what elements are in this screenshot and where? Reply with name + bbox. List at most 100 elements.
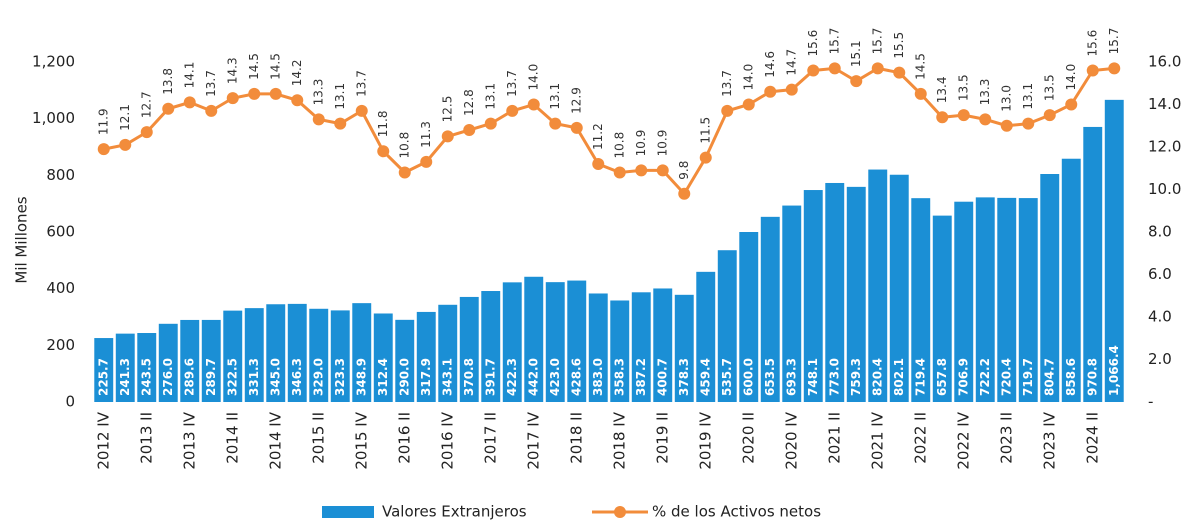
bar-value-label: 720.4 bbox=[999, 358, 1013, 396]
x-tick-label: 2017 IV bbox=[524, 411, 542, 469]
line-point bbox=[807, 64, 820, 77]
bar-value-label: 459.4 bbox=[698, 358, 712, 396]
y2-tick-label: - bbox=[1148, 393, 1153, 411]
line-point bbox=[312, 113, 325, 126]
line-value-label: 11.5 bbox=[698, 117, 712, 144]
line-point bbox=[785, 83, 798, 96]
x-tick-label: 2013 II bbox=[137, 412, 155, 464]
x-tick-label: 2014 II bbox=[223, 412, 241, 464]
y2-tick-label: 4.0 bbox=[1148, 308, 1172, 326]
line-point bbox=[226, 92, 239, 105]
line-point bbox=[549, 117, 562, 130]
x-tick-label: 2018 II bbox=[567, 412, 585, 464]
bar bbox=[997, 197, 1017, 402]
bar-value-label: 241.3 bbox=[118, 358, 132, 396]
bar-value-label: 804.7 bbox=[1042, 358, 1056, 396]
bar bbox=[889, 174, 909, 402]
line-point bbox=[205, 104, 218, 117]
line-value-label: 12.8 bbox=[462, 89, 476, 116]
bar-value-label: 317.9 bbox=[419, 358, 433, 396]
line-point bbox=[957, 109, 970, 122]
line-point bbox=[119, 138, 132, 151]
line-point bbox=[936, 111, 949, 124]
line-point bbox=[914, 87, 927, 100]
bar-value-label: 535.7 bbox=[720, 358, 734, 396]
bar bbox=[201, 319, 221, 402]
bar-value-label: 858.6 bbox=[1064, 358, 1078, 396]
bar bbox=[524, 276, 544, 402]
line-point bbox=[334, 117, 347, 130]
line-point bbox=[1065, 98, 1078, 111]
line-value-label: 12.9 bbox=[569, 87, 583, 114]
bar-value-label: 323.3 bbox=[333, 358, 347, 396]
line-value-label: 15.1 bbox=[849, 40, 863, 67]
bar bbox=[94, 338, 114, 402]
line-value-label: 14.5 bbox=[268, 53, 282, 80]
line-value-label: 13.1 bbox=[548, 83, 562, 110]
y2-tick-label: 14.0 bbox=[1148, 95, 1181, 113]
bar-value-label: 1,066.4 bbox=[1107, 345, 1121, 396]
bar bbox=[330, 310, 350, 402]
bar bbox=[1061, 158, 1081, 402]
bar bbox=[696, 271, 716, 402]
y2-tick-label: 8.0 bbox=[1148, 223, 1172, 241]
y2-tick-label: 6.0 bbox=[1148, 265, 1172, 283]
x-tick-label: 2020 II bbox=[739, 412, 757, 464]
bar bbox=[1018, 198, 1038, 402]
bar bbox=[180, 319, 200, 402]
line-point bbox=[1086, 64, 1099, 77]
bar bbox=[459, 296, 479, 402]
line-point bbox=[893, 66, 906, 79]
bar bbox=[244, 308, 264, 402]
line-value-label: 10.8 bbox=[612, 132, 626, 159]
line-value-label: 12.7 bbox=[139, 91, 153, 118]
bar-value-label: 312.4 bbox=[376, 358, 390, 396]
y2-tick-label: 12.0 bbox=[1148, 138, 1181, 156]
line-point bbox=[506, 104, 519, 117]
line-value-label: 13.4 bbox=[935, 77, 949, 104]
bar-value-label: 289.6 bbox=[182, 358, 196, 396]
line-value-label: 15.6 bbox=[1085, 30, 1099, 57]
line-value-label: 15.5 bbox=[892, 32, 906, 59]
line-point bbox=[162, 102, 175, 115]
line-value-label: 14.3 bbox=[225, 57, 239, 84]
line-value-label: 13.7 bbox=[505, 70, 519, 97]
legend-swatch bbox=[322, 506, 374, 518]
bar bbox=[395, 319, 415, 402]
bar-value-label: 759.3 bbox=[849, 358, 863, 396]
line-value-label: 14.1 bbox=[182, 62, 196, 89]
line-value-label: 13.5 bbox=[956, 74, 970, 101]
bar-value-label: 820.4 bbox=[870, 358, 884, 396]
legend-label: % de los Activos netos bbox=[652, 503, 821, 521]
line-point bbox=[484, 117, 497, 130]
x-tick-label: 2020 IV bbox=[782, 411, 800, 469]
bar bbox=[653, 288, 673, 402]
line-value-label: 13.1 bbox=[333, 83, 347, 110]
bar-value-label: 722.2 bbox=[978, 358, 992, 396]
y2-tick-label: 10.0 bbox=[1148, 180, 1181, 198]
line-point bbox=[1043, 109, 1056, 122]
line-point bbox=[764, 85, 777, 98]
bar bbox=[825, 182, 845, 402]
line-point bbox=[377, 145, 390, 158]
bar bbox=[674, 294, 694, 402]
line-value-label: 14.6 bbox=[763, 51, 777, 78]
bar-value-label: 657.8 bbox=[935, 358, 949, 396]
line-value-label: 14.7 bbox=[784, 49, 798, 76]
bar-value-label: 719.4 bbox=[913, 358, 927, 396]
bar bbox=[352, 303, 372, 402]
x-tick-label: 2016 II bbox=[395, 412, 413, 464]
line-point bbox=[1108, 62, 1121, 75]
x-tick-label: 2019 IV bbox=[696, 411, 714, 469]
bar bbox=[481, 291, 501, 402]
line-value-label: 13.7 bbox=[354, 70, 368, 97]
bar bbox=[266, 304, 286, 402]
bar bbox=[309, 308, 329, 402]
line-value-label: 11.8 bbox=[376, 111, 390, 138]
bar-value-label: 331.3 bbox=[247, 358, 261, 396]
bar-value-label: 345.0 bbox=[268, 358, 282, 396]
bar bbox=[502, 282, 522, 402]
x-tick-label: 2012 IV bbox=[94, 411, 112, 469]
line-value-label: 10.9 bbox=[634, 130, 648, 157]
bar-value-label: 289.7 bbox=[204, 358, 218, 396]
